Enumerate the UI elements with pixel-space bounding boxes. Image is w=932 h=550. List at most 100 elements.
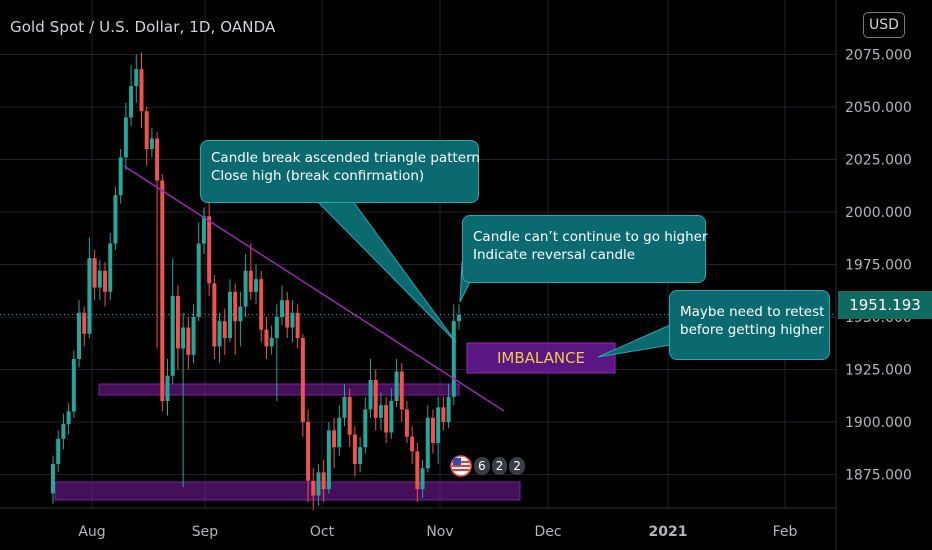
us-flag-icon — [450, 455, 472, 477]
candle — [149, 128, 154, 158]
candle — [358, 436, 363, 473]
candle — [212, 275, 217, 359]
candle — [222, 308, 227, 355]
candle — [326, 422, 331, 494]
candle-body — [259, 279, 264, 330]
candle-body — [181, 327, 186, 349]
candle-body — [248, 270, 253, 292]
candle-body — [337, 417, 342, 448]
candle — [410, 426, 415, 464]
candle-body — [368, 380, 373, 410]
x-tick-label: Aug — [78, 524, 105, 540]
candle — [295, 304, 300, 349]
candle — [264, 317, 269, 359]
chart-title: Gold Spot / U.S. Dollar, 1D, OANDA — [10, 18, 276, 36]
candle — [66, 403, 71, 435]
candle-body — [87, 258, 92, 334]
candle — [118, 149, 123, 204]
candle-body — [77, 312, 82, 359]
candle-body — [71, 359, 76, 412]
candle — [300, 333, 305, 437]
candle — [415, 443, 420, 502]
candle — [378, 392, 383, 431]
candle — [217, 312, 222, 364]
candle — [420, 459, 425, 498]
callout-line: Close high (break confirmation) — [211, 168, 425, 184]
candle-body — [358, 447, 363, 464]
candle — [311, 468, 316, 511]
candle-body — [290, 312, 295, 328]
candle — [425, 405, 430, 473]
candle-body — [425, 417, 430, 469]
candle-body — [373, 380, 378, 418]
candle-body — [227, 291, 232, 338]
candle — [186, 317, 191, 370]
candle — [457, 304, 461, 330]
currency-button[interactable]: USD — [863, 12, 905, 38]
candle — [77, 300, 82, 368]
candle-body — [269, 338, 274, 347]
candle-body — [300, 338, 305, 422]
callout-reversal-candle[interactable]: Candle can’t continue to go higher Indic… — [462, 215, 708, 283]
candle-body — [274, 317, 279, 338]
candle-body — [352, 434, 357, 464]
candle-body — [129, 86, 134, 118]
y-tick-label: 2075.000 — [845, 48, 912, 64]
candle-body — [222, 321, 227, 338]
candle — [113, 186, 118, 250]
candle-body — [415, 451, 420, 490]
candle-body — [238, 306, 243, 322]
candle — [71, 350, 76, 418]
candle-body — [264, 329, 269, 347]
candle — [316, 464, 321, 506]
y-tick-label: 1975.000 — [845, 258, 912, 274]
candle — [285, 291, 290, 338]
imbalance-zone — [466, 342, 616, 374]
candle-body — [97, 270, 102, 288]
candle — [384, 396, 389, 443]
candle — [373, 369, 378, 431]
candle-body — [347, 396, 352, 435]
candle — [87, 237, 92, 338]
candle-body — [363, 409, 368, 448]
candle — [165, 359, 170, 416]
candle-body — [123, 117, 128, 158]
candle-body — [399, 371, 404, 410]
support-zones — [54, 383, 521, 501]
candle-body — [56, 438, 61, 464]
candle — [129, 65, 134, 126]
candle — [103, 262, 108, 307]
resistance-zone — [98, 383, 460, 396]
candle — [451, 304, 456, 406]
candle-body — [441, 407, 446, 422]
candle — [191, 304, 196, 364]
candle-body — [108, 243, 113, 292]
candle — [201, 207, 206, 254]
candle — [61, 413, 66, 450]
candle — [337, 405, 342, 456]
y-tick-label: 2050.000 — [845, 100, 912, 116]
candle — [181, 312, 186, 488]
y-tick-label: 2025.000 — [845, 153, 912, 169]
callout-retest[interactable]: Maybe need to retest before getting high… — [669, 290, 830, 360]
candle-body — [51, 464, 55, 494]
candle-body — [342, 396, 347, 418]
candle — [144, 107, 149, 166]
candle-body — [92, 258, 97, 288]
callout-triangle-break[interactable]: Candle break ascended triangle pattern C… — [200, 140, 480, 203]
candle — [82, 306, 87, 347]
candle-body — [378, 405, 383, 418]
candle-body — [243, 270, 248, 307]
candle — [243, 254, 248, 317]
candle-body — [82, 312, 87, 334]
economic-event-badge[interactable]: 6 2 2 — [450, 455, 525, 477]
candle — [108, 233, 113, 301]
candle — [280, 285, 285, 326]
candle-body — [420, 468, 425, 490]
candle-body — [61, 424, 66, 439]
candle-body — [212, 283, 217, 347]
candle-body — [175, 296, 180, 349]
candle-body — [394, 371, 399, 401]
candle — [352, 426, 357, 477]
